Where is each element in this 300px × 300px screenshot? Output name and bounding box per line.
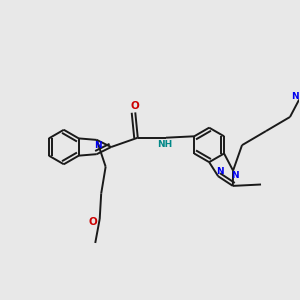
Text: N: N xyxy=(231,172,239,181)
Text: N: N xyxy=(291,92,298,101)
Text: N: N xyxy=(94,141,102,150)
Text: N: N xyxy=(216,167,224,176)
Text: O: O xyxy=(131,101,140,112)
Text: NH: NH xyxy=(157,140,172,149)
Text: O: O xyxy=(89,217,98,227)
